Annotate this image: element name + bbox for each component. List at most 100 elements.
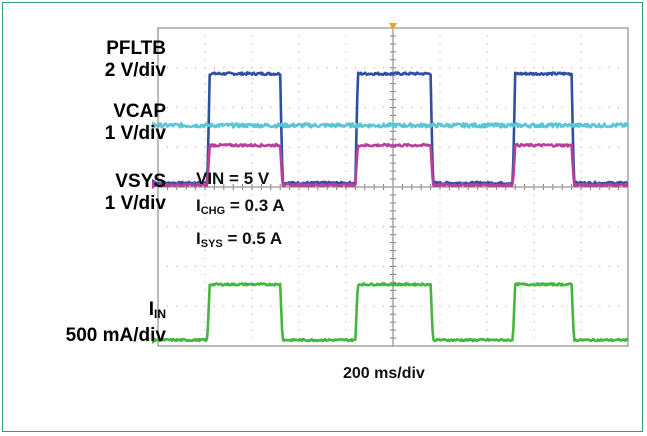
grid-dot bbox=[589, 265, 592, 268]
grid-dot bbox=[223, 186, 225, 188]
grid-dot bbox=[439, 321, 441, 323]
grid-dot bbox=[411, 67, 413, 69]
grid-dot bbox=[542, 305, 545, 307]
grid-dot bbox=[279, 265, 281, 268]
grid-dot bbox=[336, 305, 338, 307]
grid-dot bbox=[251, 83, 253, 85]
oscilloscope-plot bbox=[152, 23, 630, 347]
grid-dot bbox=[524, 106, 526, 109]
grid-dot bbox=[580, 91, 582, 93]
grid-dot bbox=[533, 83, 535, 85]
grid-dot bbox=[495, 226, 497, 228]
grid-dot bbox=[486, 242, 488, 244]
grid-dot bbox=[533, 321, 535, 323]
grid-dot bbox=[580, 194, 582, 196]
grid-dot bbox=[289, 265, 291, 268]
grid-dot bbox=[204, 178, 206, 180]
grid-dot bbox=[486, 146, 488, 148]
grid-dot bbox=[326, 67, 328, 69]
grid-dot bbox=[524, 67, 526, 69]
grid-dot bbox=[533, 281, 535, 283]
grid-dot bbox=[166, 265, 168, 268]
grid-dot bbox=[345, 281, 347, 283]
grid-dot bbox=[289, 186, 291, 188]
grid-dot bbox=[345, 138, 347, 140]
grid-dot bbox=[242, 67, 244, 69]
grid-dot bbox=[580, 250, 582, 252]
grid-dot bbox=[533, 35, 535, 37]
grid-dot bbox=[467, 226, 469, 228]
grid-dot bbox=[392, 194, 394, 196]
grid-dot bbox=[439, 130, 441, 132]
grid-dot bbox=[561, 67, 563, 69]
iin-main: I bbox=[148, 299, 154, 320]
grid-dot bbox=[430, 265, 432, 268]
figure-frame: PFLTB 2 V/div VCAP 1 V/div VSYS 1 V/div … bbox=[2, 2, 643, 432]
grid-dot bbox=[298, 234, 300, 236]
grid-dot bbox=[599, 305, 601, 307]
grid-dot bbox=[439, 43, 441, 45]
grid-dot bbox=[458, 106, 460, 109]
grid-dot bbox=[298, 91, 300, 93]
grid-dot bbox=[580, 138, 582, 140]
grid-dot bbox=[251, 43, 253, 45]
grid-dot bbox=[345, 218, 347, 220]
grid-dot bbox=[204, 210, 206, 212]
grid-dot bbox=[486, 83, 488, 85]
grid-dot bbox=[251, 178, 253, 180]
grid-dot bbox=[298, 75, 300, 77]
timebase-label: 200 ms/div bbox=[343, 365, 425, 382]
isys-main: I bbox=[196, 229, 201, 248]
grid-dot bbox=[486, 59, 488, 61]
grid-dot bbox=[298, 130, 300, 132]
grid-dot bbox=[204, 154, 206, 156]
grid-dot bbox=[533, 162, 535, 164]
grid-dot bbox=[486, 114, 488, 117]
grid-dot bbox=[430, 67, 432, 69]
grid-dot bbox=[533, 297, 535, 299]
grid-dot bbox=[204, 43, 206, 45]
grid-dot bbox=[392, 170, 394, 172]
grid-dot bbox=[599, 67, 601, 69]
grid-dot bbox=[251, 98, 253, 101]
pfltb-label: PFLTB 2 V/div bbox=[105, 38, 166, 82]
grid-dot bbox=[204, 313, 206, 315]
grid-dot bbox=[533, 289, 535, 291]
grid-dot bbox=[542, 146, 545, 148]
grid-dot bbox=[514, 186, 516, 188]
grid-dot bbox=[364, 67, 366, 69]
grid-dot bbox=[166, 305, 168, 307]
grid-dot bbox=[571, 186, 573, 188]
grid-dot bbox=[251, 218, 253, 220]
grid-dot bbox=[580, 106, 582, 109]
grid-dot bbox=[232, 265, 234, 268]
grid-dot bbox=[345, 265, 347, 268]
grid-dot bbox=[298, 138, 300, 140]
grid-dot bbox=[307, 305, 309, 307]
grid-dot bbox=[448, 146, 450, 148]
grid-dot bbox=[345, 178, 347, 180]
grid-dot bbox=[204, 297, 206, 299]
grid-dot bbox=[298, 67, 300, 69]
grid-dot bbox=[223, 106, 225, 109]
grid-dot bbox=[317, 146, 319, 148]
grid-dot bbox=[486, 226, 488, 228]
grid-dot bbox=[251, 242, 253, 244]
grid-dot bbox=[307, 265, 309, 268]
grid-dot bbox=[495, 265, 497, 268]
grid-dot bbox=[204, 265, 206, 268]
grid-dot bbox=[383, 226, 385, 228]
grid-dot bbox=[392, 273, 394, 276]
grid-dot bbox=[467, 146, 469, 148]
grid-dot bbox=[439, 106, 441, 109]
grid-dot bbox=[166, 146, 168, 148]
grid-dot bbox=[251, 51, 253, 53]
grid-dot bbox=[364, 106, 366, 109]
grid-dot bbox=[298, 178, 300, 180]
grid-dot bbox=[345, 242, 347, 244]
grid-dot bbox=[533, 337, 535, 339]
grid-dot bbox=[477, 226, 479, 228]
grid-dot bbox=[458, 146, 460, 148]
grid-dot bbox=[213, 226, 215, 228]
grid-dot bbox=[251, 265, 253, 268]
